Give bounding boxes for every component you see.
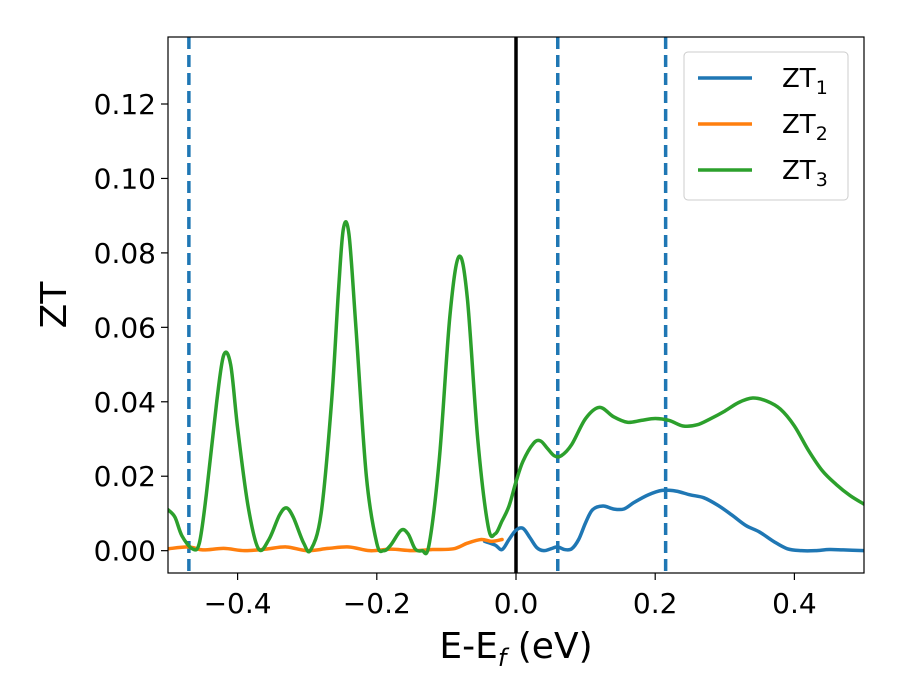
x-axis-label-main: E-E — [439, 626, 497, 667]
y-tick-label: 0.04 — [94, 386, 156, 419]
legend-label-zt2: ZT2 — [782, 110, 828, 145]
y-tick-label: 0.08 — [94, 237, 156, 270]
y-axis-label: ZT — [34, 281, 75, 329]
y-tick-label: 0.06 — [94, 311, 156, 344]
x-axis-label-unit: (eV) — [506, 626, 592, 667]
legend-box — [683, 51, 849, 201]
y-tick-label: 0.12 — [94, 88, 156, 121]
y-axis: 0.00 0.02 0.04 0.06 0.08 0.10 0.12 — [94, 88, 168, 568]
x-axis: −0.4 −0.2 0.0 0.2 0.4 — [204, 573, 817, 620]
x-axis-label: E-Ef (eV) — [439, 626, 592, 672]
x-tick-label: −0.4 — [204, 587, 272, 620]
x-tick-label: −0.2 — [343, 587, 411, 620]
series-line-zt3 — [168, 220, 864, 556]
x-tick-label: 0.4 — [772, 587, 817, 620]
series-line-zt1 — [482, 488, 864, 553]
y-tick-label: 0.10 — [94, 162, 156, 195]
series-line-zt2 — [168, 537, 504, 553]
legend-label-zt1: ZT1 — [782, 64, 828, 99]
y-tick-label: 0.02 — [94, 460, 156, 493]
reference-lines — [187, 37, 668, 573]
series-group — [168, 220, 864, 556]
x-tick-label: 0.0 — [494, 587, 539, 620]
legend-label-zt3: ZT3 — [782, 156, 828, 191]
x-tick-label: 0.2 — [633, 587, 678, 620]
legend: ZT1 ZT2 ZT3 — [683, 51, 849, 201]
y-tick-label: 0.00 — [94, 535, 156, 568]
